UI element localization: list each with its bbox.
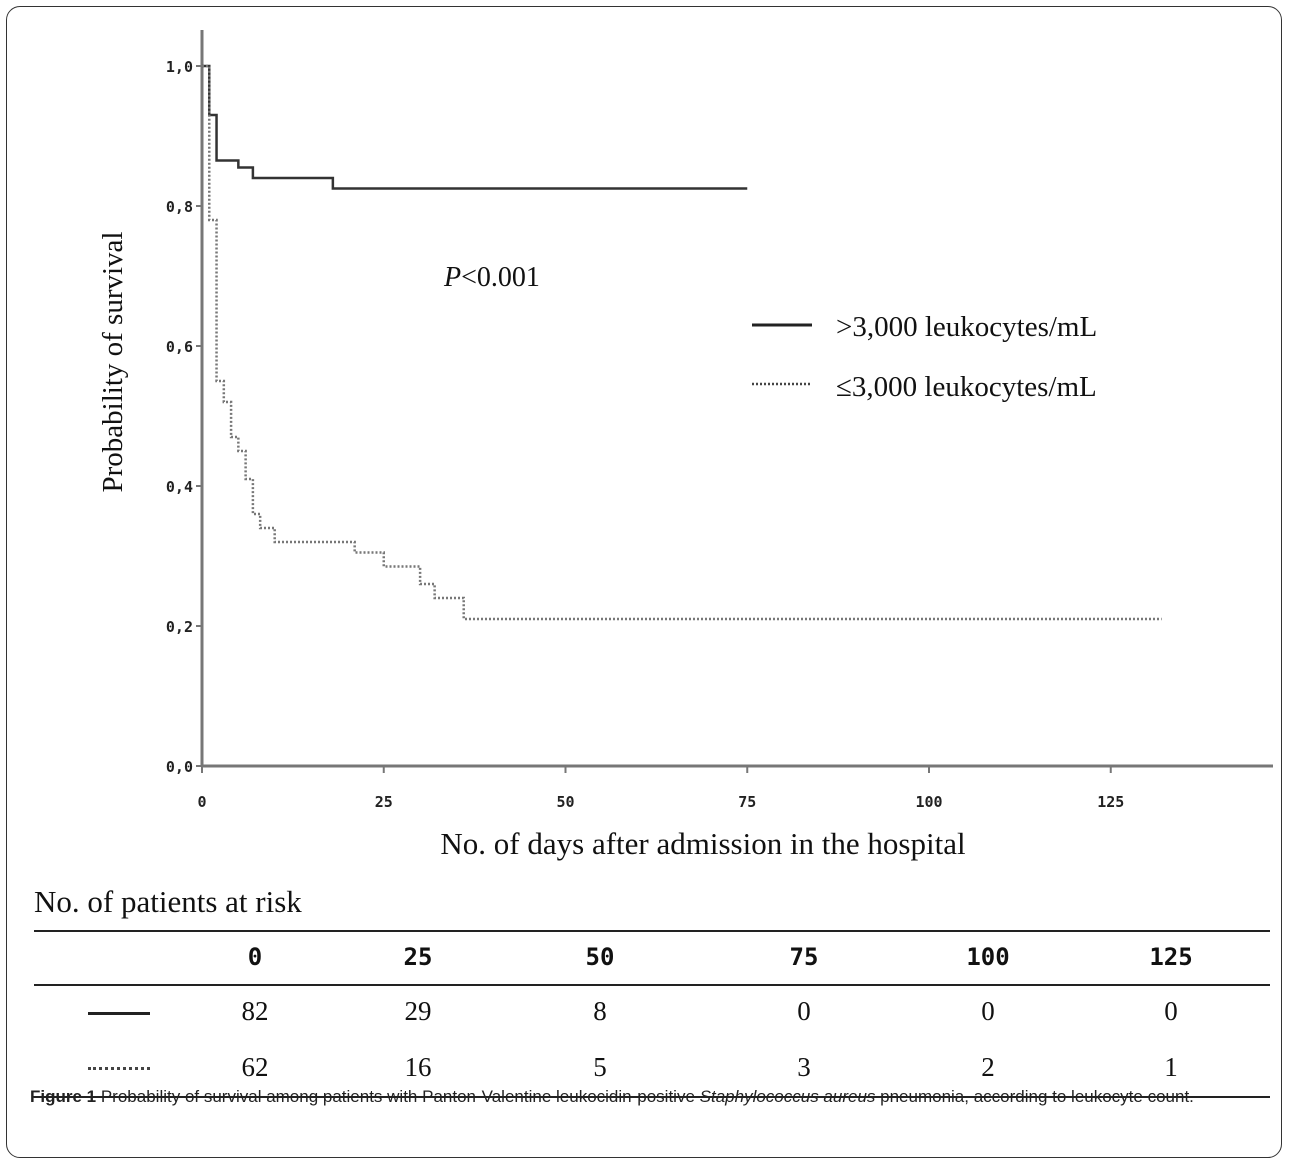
series-line-high-leukocytes	[202, 64, 748, 190]
risk-cell: 3	[797, 1052, 811, 1082]
risk-cell: 1	[1164, 1052, 1178, 1082]
risk-col-header: 25	[403, 943, 433, 971]
risk-cell: 82	[241, 996, 269, 1026]
caption-label: Figure 1	[30, 1087, 97, 1106]
risk-col-header: 0	[247, 943, 263, 971]
table-rule-top	[34, 930, 1270, 932]
risk-col-header: 50	[585, 943, 615, 971]
y-tick-label: 0,2	[166, 618, 193, 636]
risk-cell: 16	[404, 1052, 432, 1082]
x-tick-label: 0	[197, 793, 206, 811]
risk-cell: 5	[593, 1052, 607, 1082]
x-tick-label: 100	[915, 793, 942, 811]
y-tick-label: 0,0	[166, 758, 193, 776]
y-tick-label: 0,6	[166, 338, 193, 356]
risk-col-header: 75	[789, 943, 819, 971]
y-axis-label: Probability of survival	[97, 232, 129, 493]
risk-cell: 0	[981, 996, 995, 1026]
y-tick-label: 0,4	[166, 478, 193, 496]
chart-legend: >3,000 leukocytes/mL ≤3,000 leukocytes/m…	[752, 311, 1097, 403]
risk-cell: 62	[241, 1052, 269, 1082]
caption-text-end: pneumonia, according to leukocyte count.	[875, 1087, 1194, 1106]
legend-label-high: >3,000 leukocytes/mL	[836, 311, 1097, 343]
y-tick-label: 0,8	[166, 198, 193, 216]
x-axis-label: No. of days after admission in the hospi…	[440, 826, 965, 861]
chart-axes: 0,0 0,2 0,4 0,6 0,8 1,0 0 25 50 75 100 125	[166, 30, 1273, 811]
risk-cell: 2	[981, 1052, 995, 1082]
risk-col-header: 100	[966, 943, 1010, 971]
risk-cell: 8	[593, 996, 607, 1026]
series-line-low-leukocytes	[202, 64, 1162, 621]
table-rule-bottom	[34, 1096, 1270, 1098]
x-tick-label: 25	[375, 793, 393, 811]
risk-table-title: No. of patients at risk	[34, 884, 302, 919]
legend-label-low: ≤3,000 leukocytes/mL	[836, 371, 1097, 403]
chart-lines	[202, 64, 1162, 621]
risk-row-symbol-solid	[88, 1012, 150, 1015]
x-tick-label: 75	[738, 793, 756, 811]
p-value-symbol: P	[443, 262, 461, 293]
p-value-annotation: P<0.001	[443, 262, 540, 293]
risk-row-symbol-dotted	[88, 1067, 150, 1070]
figure-frame	[6, 6, 1282, 1158]
risk-cell: 29	[404, 996, 432, 1026]
caption-text: Probability of survival among patients w…	[96, 1087, 700, 1106]
risk-cell: 0	[797, 996, 811, 1026]
risk-col-header: 125	[1149, 943, 1193, 971]
survival-chart: 0,0 0,2 0,4 0,6 0,8 1,0 0 25 50 75 100 125 Probabil…	[97, 30, 1273, 861]
figure-caption: Figure 1 Probability of survival among p…	[30, 1083, 1260, 1111]
p-value-text: <0.001	[461, 262, 540, 293]
risk-cell: 0	[1164, 996, 1178, 1026]
x-tick-label: 125	[1097, 793, 1124, 811]
x-tick-label: 50	[556, 793, 574, 811]
table-rule-header	[34, 984, 1270, 986]
y-tick-label: 1,0	[166, 58, 193, 76]
caption-species: Staphylococcus aureus	[699, 1087, 876, 1106]
